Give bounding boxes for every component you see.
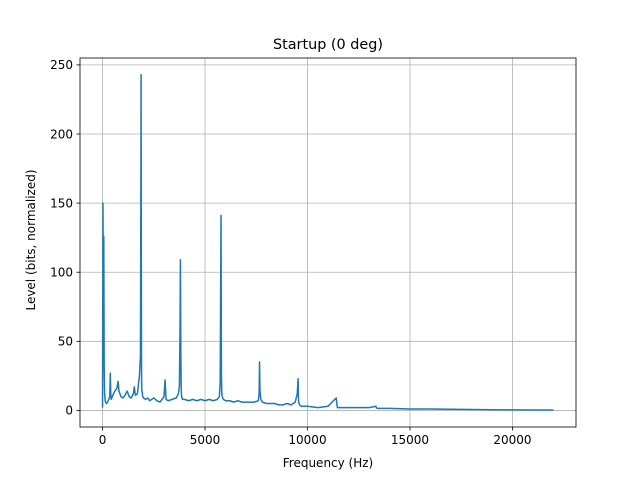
y-tick-label: 0 (65, 404, 73, 418)
y-axis: 0 50 100 150 200 250 (50, 58, 80, 418)
x-tick-label: 20000 (493, 433, 531, 447)
plot-area (101, 73, 554, 411)
x-axis: 0 5000 10000 15000 20000 (99, 427, 532, 447)
y-tick-label: 150 (50, 196, 73, 210)
chart-title: Startup (0 deg) (273, 37, 383, 53)
y-axis-label: Level (bits, normalized) (24, 169, 38, 310)
y-tick-label: 250 (50, 58, 73, 72)
series-line (101, 73, 554, 411)
grid (80, 58, 576, 427)
x-tick-label: 0 (99, 433, 107, 447)
y-tick-label: 50 (58, 335, 73, 349)
x-tick-label: 5000 (190, 433, 221, 447)
x-tick-label: 10000 (288, 433, 326, 447)
axes-frame (79, 57, 577, 428)
x-tick-label: 15000 (391, 433, 429, 447)
x-axis-label: Frequency (Hz) (283, 456, 374, 470)
y-tick-label: 200 (50, 127, 73, 141)
y-tick-label: 100 (50, 266, 73, 280)
